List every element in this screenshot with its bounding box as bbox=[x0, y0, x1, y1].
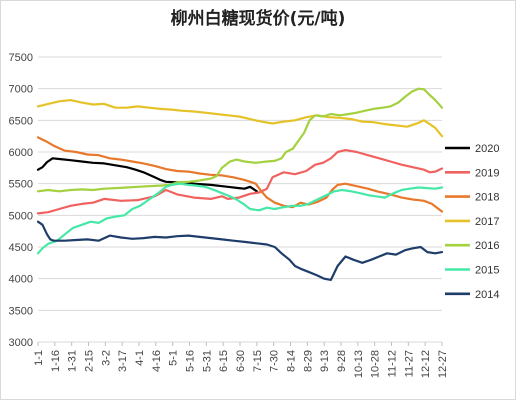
x-tick-label: 3-17 bbox=[117, 350, 129, 372]
legend-label-2014: 2014 bbox=[475, 289, 499, 301]
y-tick-label: 5500 bbox=[9, 179, 33, 191]
x-tick-label: 6-30 bbox=[235, 350, 247, 372]
x-tick-label: 4-1 bbox=[134, 350, 146, 366]
y-tick-label: 6500 bbox=[9, 115, 33, 127]
x-tick-label: 7-15 bbox=[252, 350, 264, 372]
x-tick-label: 8-29 bbox=[302, 350, 314, 372]
y-tick-label: 7500 bbox=[9, 52, 33, 64]
legend-label-2020: 2020 bbox=[475, 143, 499, 155]
legend-label-2019: 2019 bbox=[475, 167, 499, 179]
x-tick-label: 9-28 bbox=[336, 350, 348, 372]
x-tick-label: 11-27 bbox=[403, 350, 415, 377]
x-tick-label: 2-15 bbox=[84, 350, 96, 372]
legend: 2020 2019 2018 2017 2016 2015 2014 bbox=[445, 143, 499, 301]
chart-title: 柳州白糖现货价(元/吨) bbox=[171, 8, 346, 29]
x-tick-label: 1-31 bbox=[67, 350, 79, 372]
legend-label-2017: 2017 bbox=[475, 216, 499, 228]
x-tick-label: 5-31 bbox=[201, 350, 213, 372]
x-tick-label: 1-1 bbox=[33, 350, 45, 366]
x-tick-label: 12-12 bbox=[420, 350, 432, 378]
series-line-2014 bbox=[36, 220, 444, 281]
x-tick-label: 8-14 bbox=[286, 350, 298, 372]
legend-label-2015: 2015 bbox=[475, 265, 499, 277]
series-line-2017 bbox=[36, 99, 444, 138]
x-tick-label: 9-13 bbox=[319, 350, 331, 372]
x-tick-label: 4-16 bbox=[151, 350, 163, 372]
series-line-2020 bbox=[36, 157, 258, 193]
y-tick-label: 3500 bbox=[9, 305, 33, 317]
legend-label-2018: 2018 bbox=[475, 192, 499, 204]
x-tick-label: 10-28 bbox=[370, 350, 382, 378]
y-tick-label: 4500 bbox=[9, 242, 33, 254]
x-tick-label: 7-30 bbox=[269, 350, 281, 372]
x-tick-label: 12-27 bbox=[437, 350, 449, 378]
gridlines bbox=[38, 56, 442, 343]
x-tick-label: 5-1 bbox=[168, 350, 180, 366]
x-tick-label: 11-12 bbox=[387, 350, 399, 377]
x-tick-label: 6-15 bbox=[218, 350, 230, 372]
series-line-2015 bbox=[36, 182, 444, 255]
y-tick-label: 6000 bbox=[9, 147, 33, 159]
x-tick-label: 1-16 bbox=[50, 350, 62, 372]
series-line-2016 bbox=[36, 87, 444, 193]
y-tick-label: 3000 bbox=[9, 337, 33, 349]
y-tick-label: 7000 bbox=[9, 84, 33, 96]
x-tick-label: 5-16 bbox=[185, 350, 197, 372]
series-lines bbox=[36, 87, 444, 281]
series-line-2019 bbox=[36, 149, 444, 215]
y-tick-label: 5000 bbox=[9, 210, 33, 222]
axes: 3000 3500 4000 4500 5000 5500 6000 6500 7000 7500… bbox=[9, 52, 449, 378]
series-line-2018 bbox=[36, 136, 444, 213]
legend-label-2016: 2016 bbox=[475, 240, 499, 252]
y-tick-label: 4000 bbox=[9, 274, 33, 286]
x-tick-label: 3-2 bbox=[100, 350, 112, 366]
x-tick-label: 10-13 bbox=[353, 350, 365, 378]
